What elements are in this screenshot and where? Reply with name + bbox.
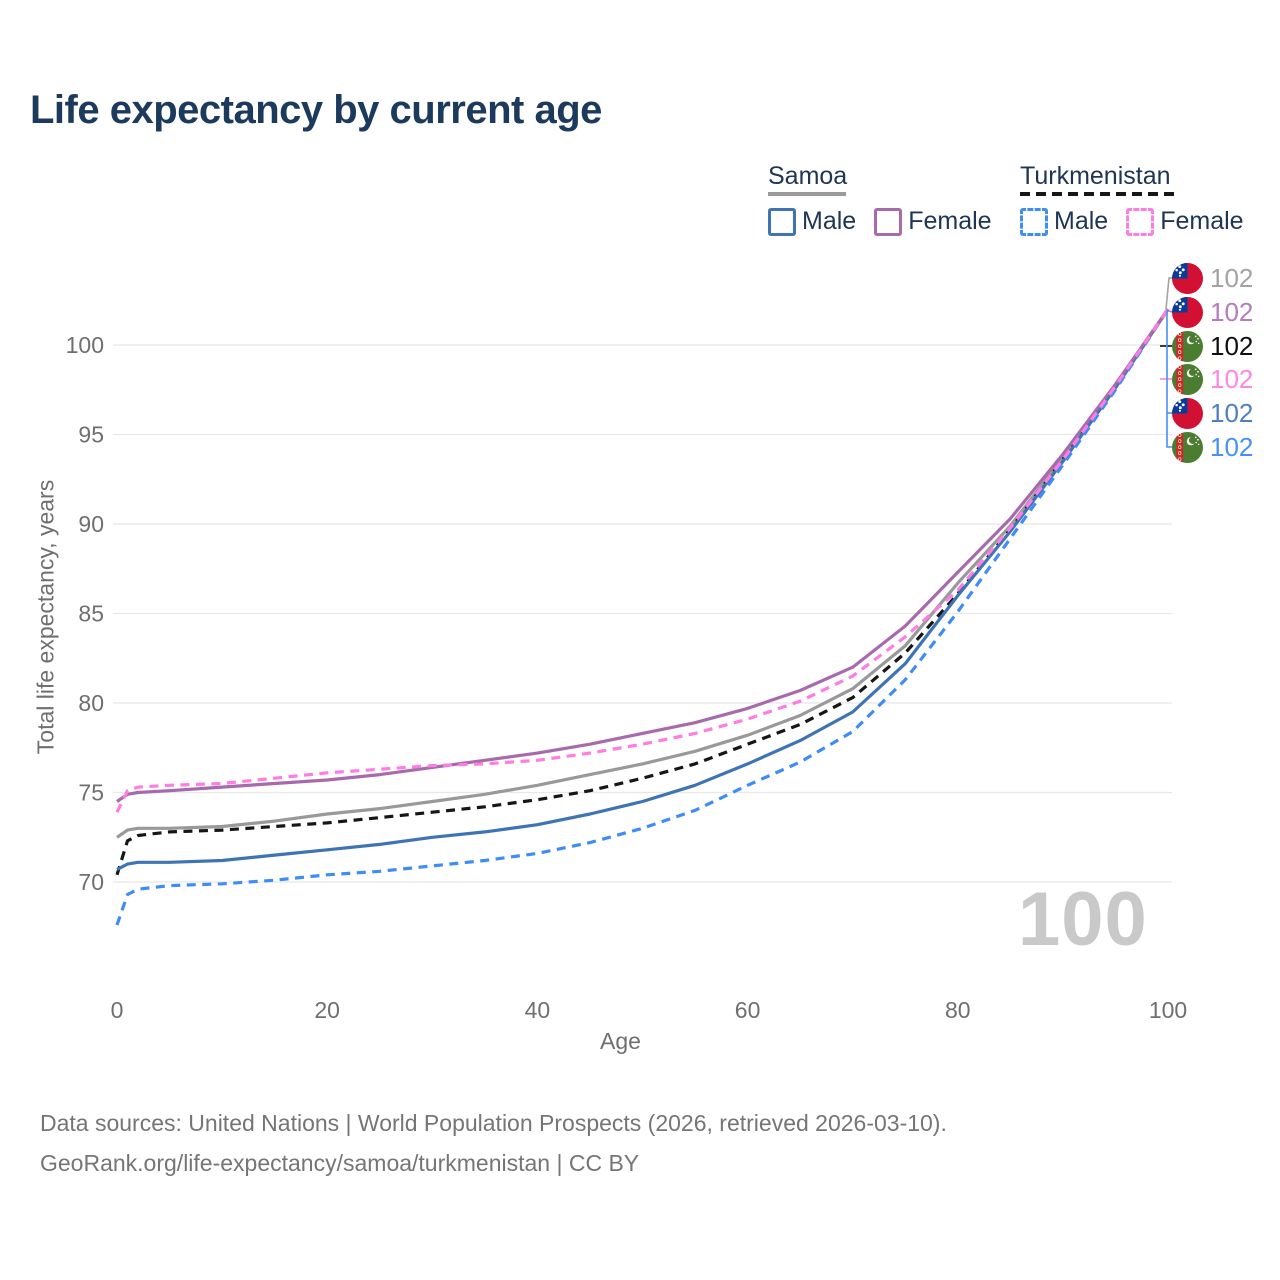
footer-data-sources: Data sources: United Nations | World Pop… (40, 1110, 947, 1136)
end-connector-samoa-total (1165, 277, 1172, 310)
end-connector-males (1166, 311, 1172, 448)
legend-item-turkmenistan-male[interactable]: Male (1020, 207, 1108, 236)
legend-label-samoa-male: Male (802, 207, 857, 235)
end-value: 102 (1210, 262, 1254, 293)
turkmenistan-flag-icon (1172, 330, 1203, 362)
legend-group-samoa: Samoa Male Female (768, 163, 1010, 236)
end-label-samoa-male: 102 (1172, 397, 1253, 429)
end-value: 102 (1210, 397, 1254, 428)
series-line-turkmenistan-male[interactable] (115, 308, 1170, 926)
y-tick-label-70: 70 (78, 869, 104, 895)
series-line-samoa-female[interactable] (116, 308, 1170, 803)
end-label-samoa-total: 102 (1172, 262, 1253, 294)
series-line-turkmenistan-female[interactable] (115, 308, 1170, 813)
legend-header-samoa[interactable]: Samoa (768, 162, 848, 190)
legend-label-turkmenistan-male: Male (1054, 207, 1109, 235)
x-tick-label-100: 100 (1149, 997, 1187, 1023)
samoa-flag-icon (1172, 296, 1203, 328)
end-value: 102 (1210, 330, 1254, 361)
x-tick-label-80: 80 (945, 997, 971, 1023)
y-tick-label-75: 75 (78, 780, 104, 806)
y-tick-label-100: 100 (66, 332, 104, 358)
end-value: 102 (1210, 431, 1254, 462)
end-value: 102 (1210, 296, 1254, 327)
hovered-age-watermark: 100 (1018, 877, 1148, 962)
legend-item-turkmenistan-female[interactable]: Female (1126, 207, 1244, 236)
end-connector-samoa-female (1165, 309, 1173, 313)
samoa-flag-icon (1172, 262, 1203, 294)
end-label-turkmenistan-male: 102 (1172, 431, 1253, 463)
x-tick-label-60: 60 (735, 997, 761, 1023)
series-line-samoa-male[interactable] (116, 308, 1170, 871)
y-tick-label-90: 90 (78, 511, 104, 537)
series-line-turkmenistan-total[interactable] (115, 308, 1170, 876)
x-tick-label-0: 0 (111, 997, 124, 1023)
series-line-samoa-total[interactable] (116, 308, 1170, 839)
samoa-female-swatch-icon (874, 207, 903, 236)
turkmenistan-male-swatch-icon (1020, 207, 1048, 236)
legend-header-turkmenistan[interactable]: Turkmenistan (1020, 162, 1171, 190)
end-label-turkmenistan-total: 102 (1172, 330, 1253, 362)
y-tick-label-85: 85 (78, 601, 104, 627)
legend-underline-turkmenistan-dashed (1020, 192, 1178, 196)
legend-label-turkmenistan-female: Female (1160, 207, 1244, 235)
turkmenistan-flag-icon (1172, 363, 1203, 395)
y-tick-label-80: 80 (78, 690, 104, 716)
x-axis-title: Age (600, 1028, 641, 1054)
x-tick-label-40: 40 (525, 997, 551, 1023)
x-tick-label-20: 20 (314, 997, 340, 1023)
y-axis-title: Total life expectancy, years (32, 479, 59, 755)
y-tick-label-95: 95 (78, 422, 104, 448)
turkmenistan-flag-icon (1172, 431, 1203, 463)
end-label-turkmenistan-female: 102 (1172, 363, 1253, 395)
legend-underline-samoa-solid (768, 192, 846, 196)
samoa-male-swatch-icon (768, 207, 796, 236)
legend-label-samoa-female: Female (908, 207, 992, 235)
end-value: 102 (1210, 363, 1254, 394)
end-label-samoa-female: 102 (1172, 296, 1253, 328)
legend-item-samoa-female[interactable]: Female (874, 207, 992, 236)
page-title: Life expectancy by current age (30, 88, 602, 132)
legend-group-turkmenistan: Turkmenistan Male Female (1020, 163, 1262, 236)
turkmenistan-female-swatch-icon (1126, 207, 1155, 236)
legend-item-samoa-male[interactable]: Male (768, 207, 856, 236)
footer-attribution-link[interactable]: GeoRank.org/life-expectancy/samoa/turkme… (40, 1150, 640, 1176)
samoa-flag-icon (1172, 397, 1203, 429)
